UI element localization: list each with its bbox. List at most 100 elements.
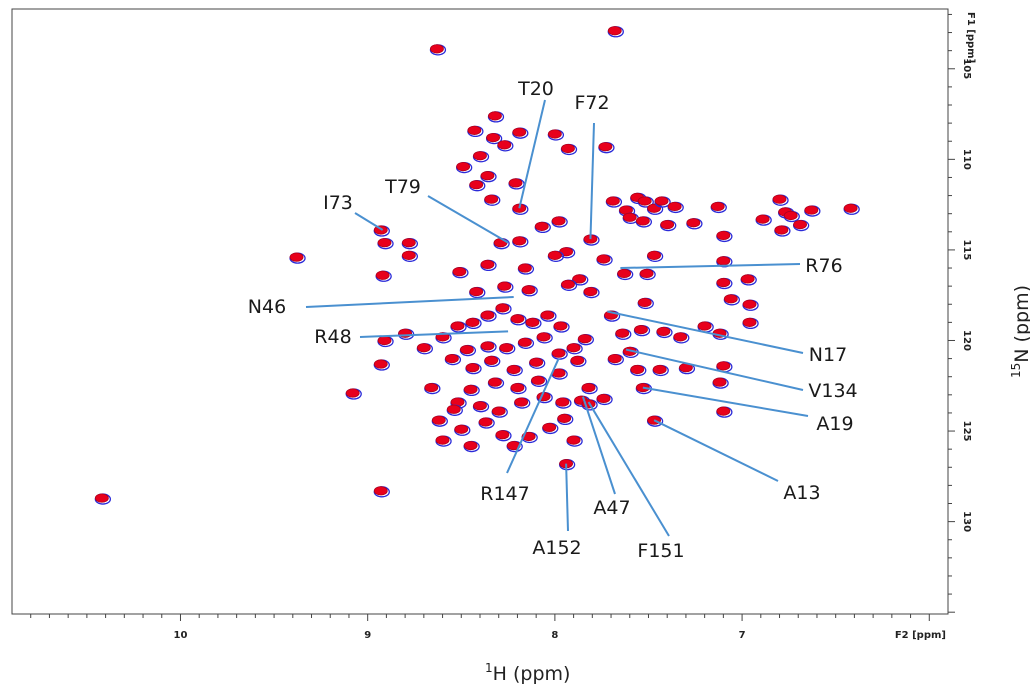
x-axis-title-superscript: 1 (485, 661, 493, 675)
peak-110 (581, 382, 598, 395)
peak-1 (289, 252, 306, 264)
peak-141 (416, 343, 433, 355)
peak-65 (716, 230, 733, 243)
peak-18 (456, 161, 473, 174)
peak-46 (560, 279, 578, 291)
peak-86 (499, 343, 516, 355)
peak-96 (577, 334, 594, 346)
peak-label-a19: A19 (816, 413, 853, 435)
peak-37 (572, 274, 589, 286)
peak-129 (697, 321, 714, 333)
peak-105 (491, 406, 508, 418)
peak-24 (547, 129, 565, 141)
peak-7 (373, 359, 390, 371)
y-axis-ticks: 105 110 115 120 125 130 (948, 13, 972, 613)
peak-126 (633, 324, 651, 337)
peak-17 (497, 140, 514, 152)
peak-90 (465, 363, 482, 375)
peak-15 (512, 127, 529, 139)
peak-79 (495, 303, 512, 315)
peak-36 (547, 250, 565, 262)
peak-93 (529, 357, 546, 369)
peak-116 (463, 440, 480, 453)
peak-label-t79: T79 (384, 176, 421, 198)
peak-12 (607, 26, 624, 38)
peak-43 (469, 286, 486, 299)
leader-f72 (589, 122, 595, 240)
peak-101 (487, 377, 505, 389)
peak-38 (596, 254, 613, 266)
peak-20 (480, 170, 497, 183)
peak-132 (652, 364, 669, 377)
peak-61 (635, 216, 653, 228)
peak-8 (373, 486, 390, 498)
peak-91 (484, 355, 501, 368)
x-axis-title: 1H (ppm) (485, 661, 570, 685)
x-tick-label: 9 (364, 630, 371, 641)
peak-67 (772, 194, 789, 206)
peak-51 (740, 274, 757, 286)
leader-r48 (359, 330, 509, 338)
peak-label-i73: I73 (323, 192, 353, 214)
y-tick-label: 130 (961, 511, 972, 532)
peak-10 (401, 250, 419, 262)
peak-99 (530, 375, 548, 387)
peak-84 (536, 332, 553, 344)
peak-2 (345, 388, 362, 400)
leader-i73 (354, 212, 384, 231)
x-tick-label: 10 (174, 630, 188, 641)
peak-138 (716, 406, 733, 418)
peak-121 (566, 435, 583, 447)
peak-69 (783, 210, 800, 223)
leader-n17 (607, 310, 804, 354)
y-axis-unit-label: F1 [ppm] (965, 12, 976, 63)
annotation-leaders (305, 99, 809, 537)
peak-140 (742, 317, 759, 330)
peak-4 (377, 238, 394, 250)
leader-t20 (518, 99, 546, 209)
peak-135 (712, 377, 729, 389)
peak-128 (673, 332, 690, 344)
x-axis-unit-label: F2 [ppm] (895, 630, 946, 641)
peak-19 (472, 151, 490, 163)
peak-52 (742, 299, 759, 311)
peak-44 (497, 281, 514, 293)
peak-label-f72: F72 (574, 92, 609, 114)
peak-label-t20: T20 (517, 78, 554, 100)
peak-label-n17: N17 (809, 344, 847, 366)
peak-21 (469, 180, 486, 192)
peak-13 (467, 125, 484, 138)
peak-5 (375, 270, 392, 282)
peak-58 (654, 196, 671, 208)
peak-62 (660, 219, 677, 232)
peak-26 (598, 142, 615, 154)
y-tick-label: 120 (961, 330, 972, 351)
peak-117 (506, 440, 523, 453)
peak-label-a13: A13 (783, 482, 820, 504)
peak-94 (551, 348, 568, 360)
y-axis-title-text: N (ppm) (1011, 285, 1030, 363)
peak-98 (551, 368, 568, 380)
peak-53 (605, 196, 623, 208)
peak-144 (446, 404, 463, 416)
peak-label-a152: A152 (532, 537, 581, 559)
peak-113 (454, 424, 471, 436)
annotation-labels: T20 F72 T79 I73 R76 N46 R48 N17 V134 A19 A13 R147 A4… (248, 78, 858, 562)
peak-11 (429, 44, 447, 56)
peak-label-r147: R147 (480, 483, 529, 505)
peak-115 (495, 430, 512, 442)
leader-r147 (506, 358, 560, 474)
peak-100 (510, 382, 527, 395)
plot-frame (11, 8, 949, 615)
peak-114 (478, 417, 495, 429)
peak-63 (686, 218, 703, 230)
peak-49 (723, 294, 740, 306)
peak-80 (510, 314, 527, 326)
peak-124 (615, 328, 632, 340)
peak-71 (774, 225, 791, 237)
y-tick-label: 115 (961, 239, 972, 260)
peak-41 (646, 250, 664, 262)
peak-40 (639, 268, 656, 281)
x-tick-label: 7 (739, 630, 746, 641)
